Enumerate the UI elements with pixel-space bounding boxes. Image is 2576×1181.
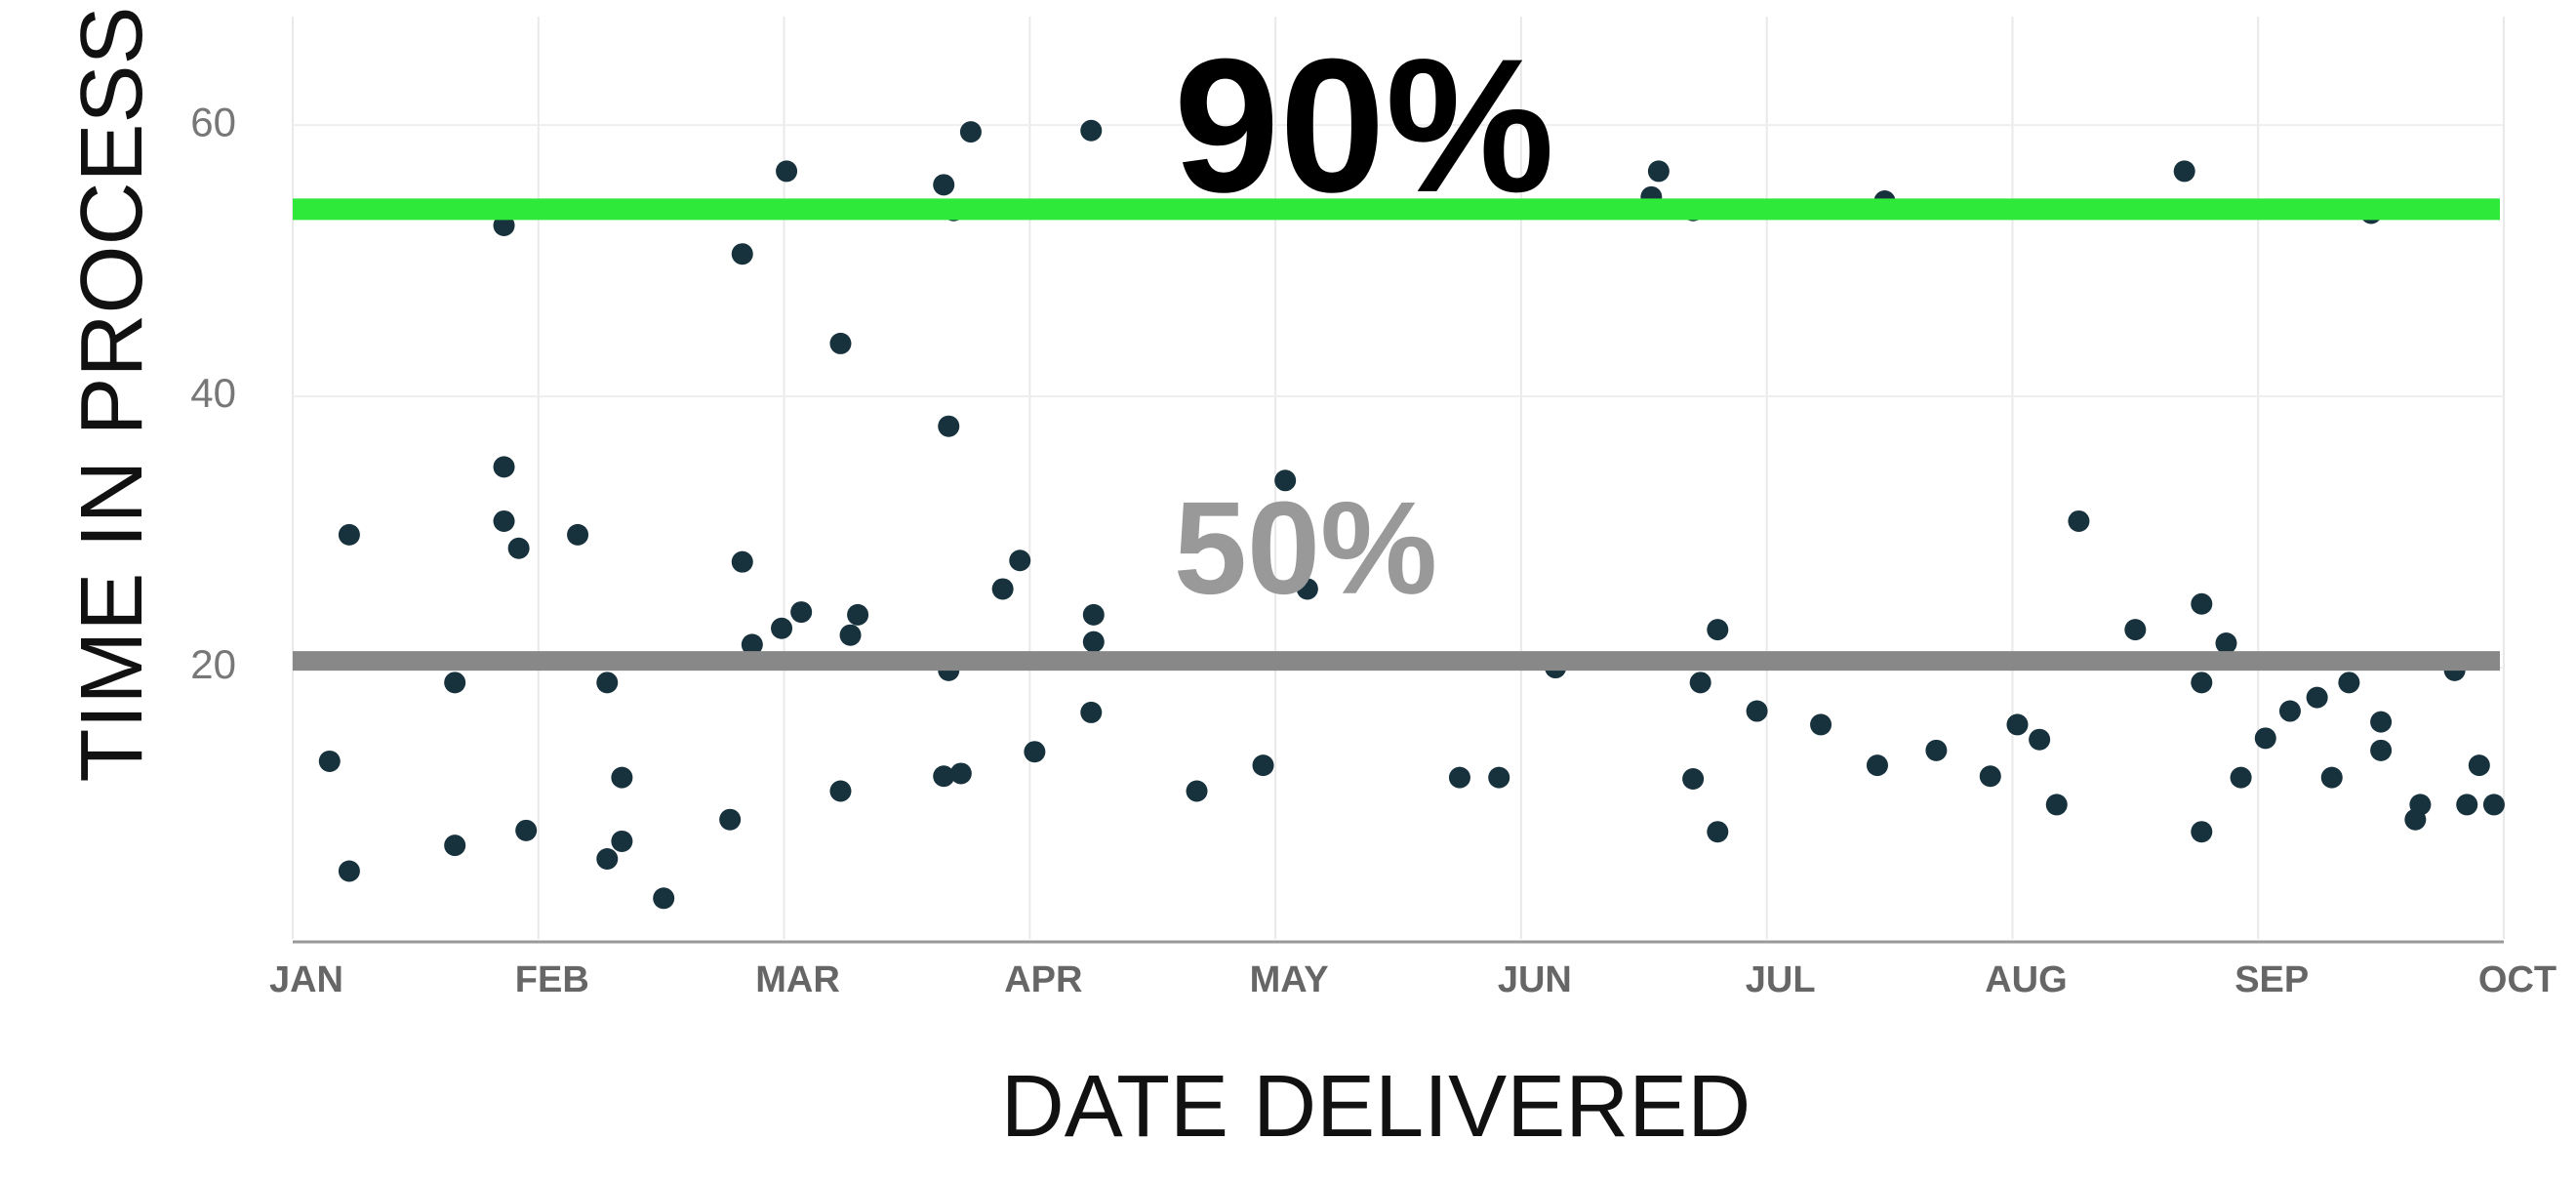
point bbox=[2068, 509, 2090, 532]
x-axis-label: DATE DELIVERED bbox=[1001, 1058, 1751, 1156]
point bbox=[933, 765, 955, 788]
point bbox=[1488, 766, 1510, 789]
point bbox=[933, 174, 955, 196]
point bbox=[493, 509, 515, 532]
point bbox=[1448, 766, 1470, 789]
point bbox=[2456, 794, 2478, 816]
point bbox=[1707, 821, 1729, 843]
point bbox=[2045, 794, 2068, 816]
point bbox=[2320, 766, 2343, 789]
x-tick-label: AUG bbox=[1985, 959, 2067, 1000]
x-tick-label: APR bbox=[1004, 959, 1082, 1000]
point bbox=[596, 672, 619, 694]
y-tick-label: 20 bbox=[190, 641, 236, 687]
point bbox=[611, 830, 633, 852]
point bbox=[1925, 739, 1948, 761]
point bbox=[1082, 603, 1105, 626]
point bbox=[507, 537, 530, 559]
y-axis-label: TIME IN PROCESS bbox=[63, 6, 161, 782]
point bbox=[847, 603, 869, 626]
point bbox=[1689, 672, 1711, 694]
x-tick-label: SEP bbox=[2234, 959, 2309, 1000]
point bbox=[1979, 765, 2001, 788]
point bbox=[2370, 739, 2393, 761]
point bbox=[829, 780, 852, 802]
reference-label: 90% bbox=[1174, 20, 1554, 232]
point bbox=[771, 617, 793, 639]
point bbox=[493, 456, 515, 478]
x-tick-label: JAN bbox=[269, 959, 343, 1000]
point bbox=[653, 887, 675, 910]
x-tick-label: JUL bbox=[1746, 959, 1816, 1000]
point bbox=[2191, 592, 2213, 615]
y-tick-label: 60 bbox=[190, 99, 236, 144]
point bbox=[2029, 728, 2051, 751]
point bbox=[1647, 160, 1670, 183]
point bbox=[596, 848, 619, 871]
point bbox=[1082, 631, 1105, 653]
point bbox=[493, 215, 515, 237]
x-tick-label: JUN bbox=[1498, 959, 1572, 1000]
point bbox=[567, 523, 589, 546]
point bbox=[2306, 686, 2328, 709]
point bbox=[2338, 672, 2360, 694]
point bbox=[318, 750, 341, 772]
point bbox=[2006, 713, 2029, 736]
point bbox=[839, 624, 862, 646]
point bbox=[829, 332, 852, 354]
x-tick-label: OCT bbox=[2478, 959, 2556, 1000]
point bbox=[611, 766, 633, 789]
point bbox=[1009, 550, 1031, 572]
point bbox=[938, 415, 960, 437]
point bbox=[2230, 766, 2252, 789]
point bbox=[790, 601, 813, 624]
point bbox=[2254, 727, 2276, 750]
x-tick-label: MAY bbox=[1250, 959, 1329, 1000]
point bbox=[719, 808, 742, 831]
point bbox=[741, 633, 763, 656]
point bbox=[1746, 700, 1768, 722]
point bbox=[776, 160, 798, 183]
x-tick-label: MAR bbox=[755, 959, 840, 1000]
point bbox=[2191, 821, 2213, 843]
point bbox=[2173, 160, 2195, 183]
point bbox=[1252, 754, 1274, 777]
point bbox=[1810, 713, 1832, 736]
point bbox=[2370, 711, 2393, 733]
point bbox=[1186, 780, 1208, 802]
reference-label: 50% bbox=[1174, 474, 1437, 622]
point bbox=[2124, 619, 2147, 641]
y-tick-label: 40 bbox=[190, 370, 236, 416]
point bbox=[2278, 700, 2301, 722]
point bbox=[1080, 701, 1103, 723]
point bbox=[515, 819, 538, 841]
point bbox=[959, 121, 982, 143]
point bbox=[731, 550, 753, 573]
point bbox=[1080, 119, 1103, 142]
point bbox=[338, 860, 360, 882]
point bbox=[2482, 794, 2505, 816]
point bbox=[444, 835, 466, 857]
point bbox=[1274, 469, 1297, 492]
point bbox=[991, 578, 1014, 600]
point bbox=[2409, 794, 2432, 816]
point bbox=[731, 243, 753, 265]
point bbox=[1024, 741, 1046, 763]
point bbox=[2191, 672, 2213, 694]
x-tick-label: FEB bbox=[515, 959, 589, 1000]
point bbox=[1682, 768, 1705, 791]
point bbox=[1296, 578, 1318, 600]
point bbox=[1866, 754, 1888, 777]
point bbox=[2215, 632, 2237, 655]
point bbox=[2468, 754, 2490, 777]
point bbox=[444, 672, 466, 694]
point bbox=[949, 762, 972, 785]
point bbox=[338, 523, 360, 546]
point bbox=[1707, 619, 1729, 641]
